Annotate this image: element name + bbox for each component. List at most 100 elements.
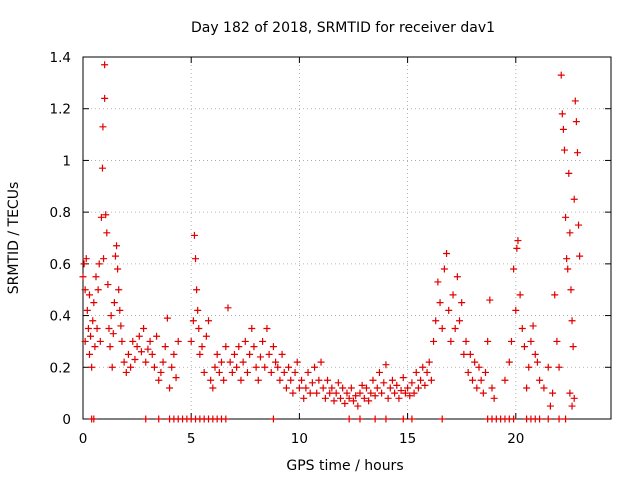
data-point xyxy=(276,376,284,384)
data-point xyxy=(122,368,130,376)
data-point xyxy=(365,397,373,405)
data-point xyxy=(237,376,245,384)
data-point-zero xyxy=(90,415,98,423)
data-point xyxy=(397,387,405,395)
data-point xyxy=(220,376,228,384)
data-point xyxy=(369,376,377,384)
data-point xyxy=(451,325,459,332)
data-point xyxy=(189,317,197,325)
data-point xyxy=(321,394,329,402)
data-point xyxy=(259,337,267,345)
data-point xyxy=(559,125,567,133)
data-point xyxy=(513,244,521,252)
data-point xyxy=(462,337,470,345)
data-point xyxy=(568,402,576,410)
data-point xyxy=(282,384,290,392)
data-point xyxy=(196,350,204,358)
data-point-zero xyxy=(438,415,446,423)
y-tick-label: 0.6 xyxy=(50,257,71,273)
data-point xyxy=(207,376,215,384)
data-point xyxy=(300,394,308,402)
data-point xyxy=(306,389,314,397)
data-point xyxy=(209,384,217,392)
data-point xyxy=(571,97,579,105)
data-point-zero xyxy=(222,415,230,423)
data-point xyxy=(557,71,565,79)
data-point xyxy=(287,376,295,384)
data-point xyxy=(187,337,195,345)
data-point xyxy=(507,337,515,345)
data-point xyxy=(166,384,174,392)
data-point xyxy=(564,265,572,273)
data-point xyxy=(477,376,485,384)
data-point xyxy=(101,61,109,69)
data-point xyxy=(200,368,208,376)
data-point xyxy=(518,325,526,332)
data-point xyxy=(334,379,342,387)
data-point xyxy=(488,384,496,392)
data-point xyxy=(131,356,139,364)
data-point-zero xyxy=(371,415,379,423)
data-point xyxy=(298,376,306,384)
data-point xyxy=(421,381,429,389)
data-point xyxy=(113,242,121,250)
data-point xyxy=(378,389,386,397)
data-point xyxy=(124,350,132,358)
data-point xyxy=(110,299,118,307)
data-point xyxy=(449,291,457,299)
data-point xyxy=(560,146,568,154)
data-point xyxy=(111,252,119,260)
data-point xyxy=(356,389,364,397)
data-point xyxy=(108,363,116,371)
data-point xyxy=(202,332,210,340)
data-point xyxy=(120,358,128,366)
data-point xyxy=(546,402,554,410)
data-point xyxy=(302,384,310,392)
data-point-zero xyxy=(142,415,150,423)
data-point xyxy=(352,392,360,400)
data-point xyxy=(555,363,563,371)
data-point xyxy=(540,384,548,392)
data-point xyxy=(505,358,513,366)
data-point xyxy=(484,337,492,345)
data-point xyxy=(401,389,409,397)
data-point xyxy=(129,337,137,345)
data-point xyxy=(168,363,176,371)
data-point xyxy=(408,379,416,387)
data-point xyxy=(140,325,148,332)
data-point xyxy=(510,265,518,273)
data-point xyxy=(118,337,126,345)
data-point xyxy=(393,381,401,389)
data-point-zero xyxy=(155,415,163,423)
y-tick-label: 1 xyxy=(62,153,71,169)
data-point xyxy=(133,343,141,351)
data-point xyxy=(146,337,154,345)
data-point xyxy=(254,376,262,384)
data-point xyxy=(198,343,206,351)
data-points xyxy=(79,61,584,423)
data-point xyxy=(566,389,574,397)
data-point xyxy=(114,265,122,273)
data-point xyxy=(243,368,251,376)
y-tick-label: 0.8 xyxy=(50,205,71,221)
data-point xyxy=(563,255,571,263)
data-point xyxy=(101,94,109,102)
data-point xyxy=(551,291,559,299)
data-point xyxy=(81,337,89,345)
data-point xyxy=(558,110,566,118)
data-point xyxy=(553,337,561,345)
data-point xyxy=(562,213,570,221)
data-point xyxy=(85,291,93,299)
y-axis-label: SRMTID / TECUs xyxy=(6,182,22,295)
data-point xyxy=(328,384,336,392)
data-point xyxy=(88,363,96,371)
data-point xyxy=(308,379,316,387)
data-point xyxy=(104,281,112,289)
data-point xyxy=(354,402,362,410)
data-point xyxy=(430,337,438,345)
y-tick-label: 0.2 xyxy=(50,360,71,376)
data-point xyxy=(371,392,379,400)
data-point xyxy=(157,368,165,376)
data-point xyxy=(153,332,161,340)
data-point xyxy=(291,368,299,376)
